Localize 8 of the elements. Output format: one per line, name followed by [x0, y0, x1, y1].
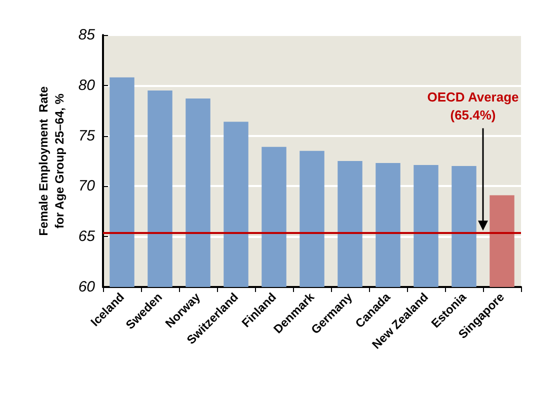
y-axis-title: Female Employment Rate for Age Group 25–64, % — [36, 86, 66, 236]
y-tick-label: 80 — [78, 76, 96, 94]
y-tick-label: 65 — [78, 228, 96, 246]
y-tick-label: 85 — [78, 26, 96, 44]
y-tick-label: 60 — [78, 278, 96, 296]
y-tick-label: 70 — [78, 178, 96, 195]
ref-line-label: OECD Average (65.4%) — [427, 90, 519, 123]
y-tick-label: 75 — [78, 127, 96, 144]
